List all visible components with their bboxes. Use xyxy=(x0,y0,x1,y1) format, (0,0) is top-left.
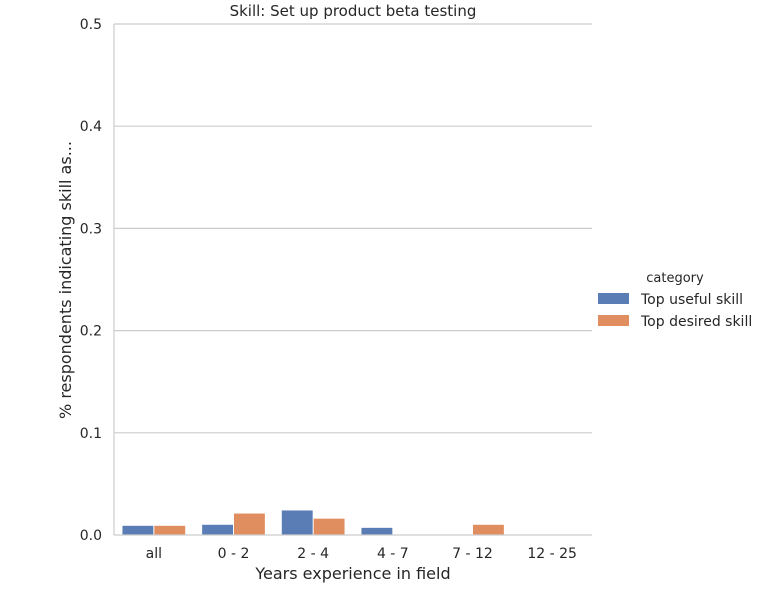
legend-label: Top desired skill xyxy=(640,314,752,330)
x-tick-labels: all 0 - 2 2 - 4 4 - 7 7 - 12 12 - 25 xyxy=(146,546,577,562)
y-tick-label: 0.3 xyxy=(80,221,102,237)
legend-swatch xyxy=(598,315,629,326)
x-tick-label: 0 - 2 xyxy=(218,546,250,562)
x-tick-label: 2 - 4 xyxy=(297,546,329,562)
x-tick-label: all xyxy=(146,546,162,562)
y-tick-label: 0.1 xyxy=(80,426,102,442)
y-tick-label: 0.2 xyxy=(80,324,102,340)
gridlines xyxy=(114,23,592,434)
legend: category Top useful skill Top desired ski… xyxy=(598,271,752,330)
y-tick-label: 0.0 xyxy=(80,528,102,544)
bar-top-desired-skill xyxy=(154,525,186,535)
bar-top-useful-skill xyxy=(122,525,154,535)
chart-title: Skill: Set up product beta testing xyxy=(230,2,477,20)
y-axis-label: % respondents indicating skill as... xyxy=(56,141,75,419)
bar-top-desired-skill xyxy=(234,513,265,535)
x-tick-label: 7 - 12 xyxy=(452,546,493,562)
x-axis-label: Years experience in field xyxy=(254,564,450,583)
bars xyxy=(122,510,504,535)
bar-top-useful-skill xyxy=(361,527,393,535)
bar-top-desired-skill xyxy=(313,518,345,535)
bar-top-useful-skill xyxy=(281,510,313,535)
legend-label: Top useful skill xyxy=(640,292,743,308)
legend-swatch xyxy=(598,293,629,304)
y-tick-label: 0.4 xyxy=(80,119,102,135)
x-tick-label: 12 - 25 xyxy=(527,546,577,562)
legend-title: category xyxy=(646,271,704,286)
bar-top-useful-skill xyxy=(202,524,233,535)
bar-top-desired-skill xyxy=(473,524,504,535)
axes xyxy=(113,24,592,536)
y-tick-labels: 0.0 0.1 0.2 0.3 0.4 0.5 xyxy=(80,17,102,544)
x-tick-label: 4 - 7 xyxy=(377,546,409,562)
y-tick-label: 0.5 xyxy=(80,17,102,33)
